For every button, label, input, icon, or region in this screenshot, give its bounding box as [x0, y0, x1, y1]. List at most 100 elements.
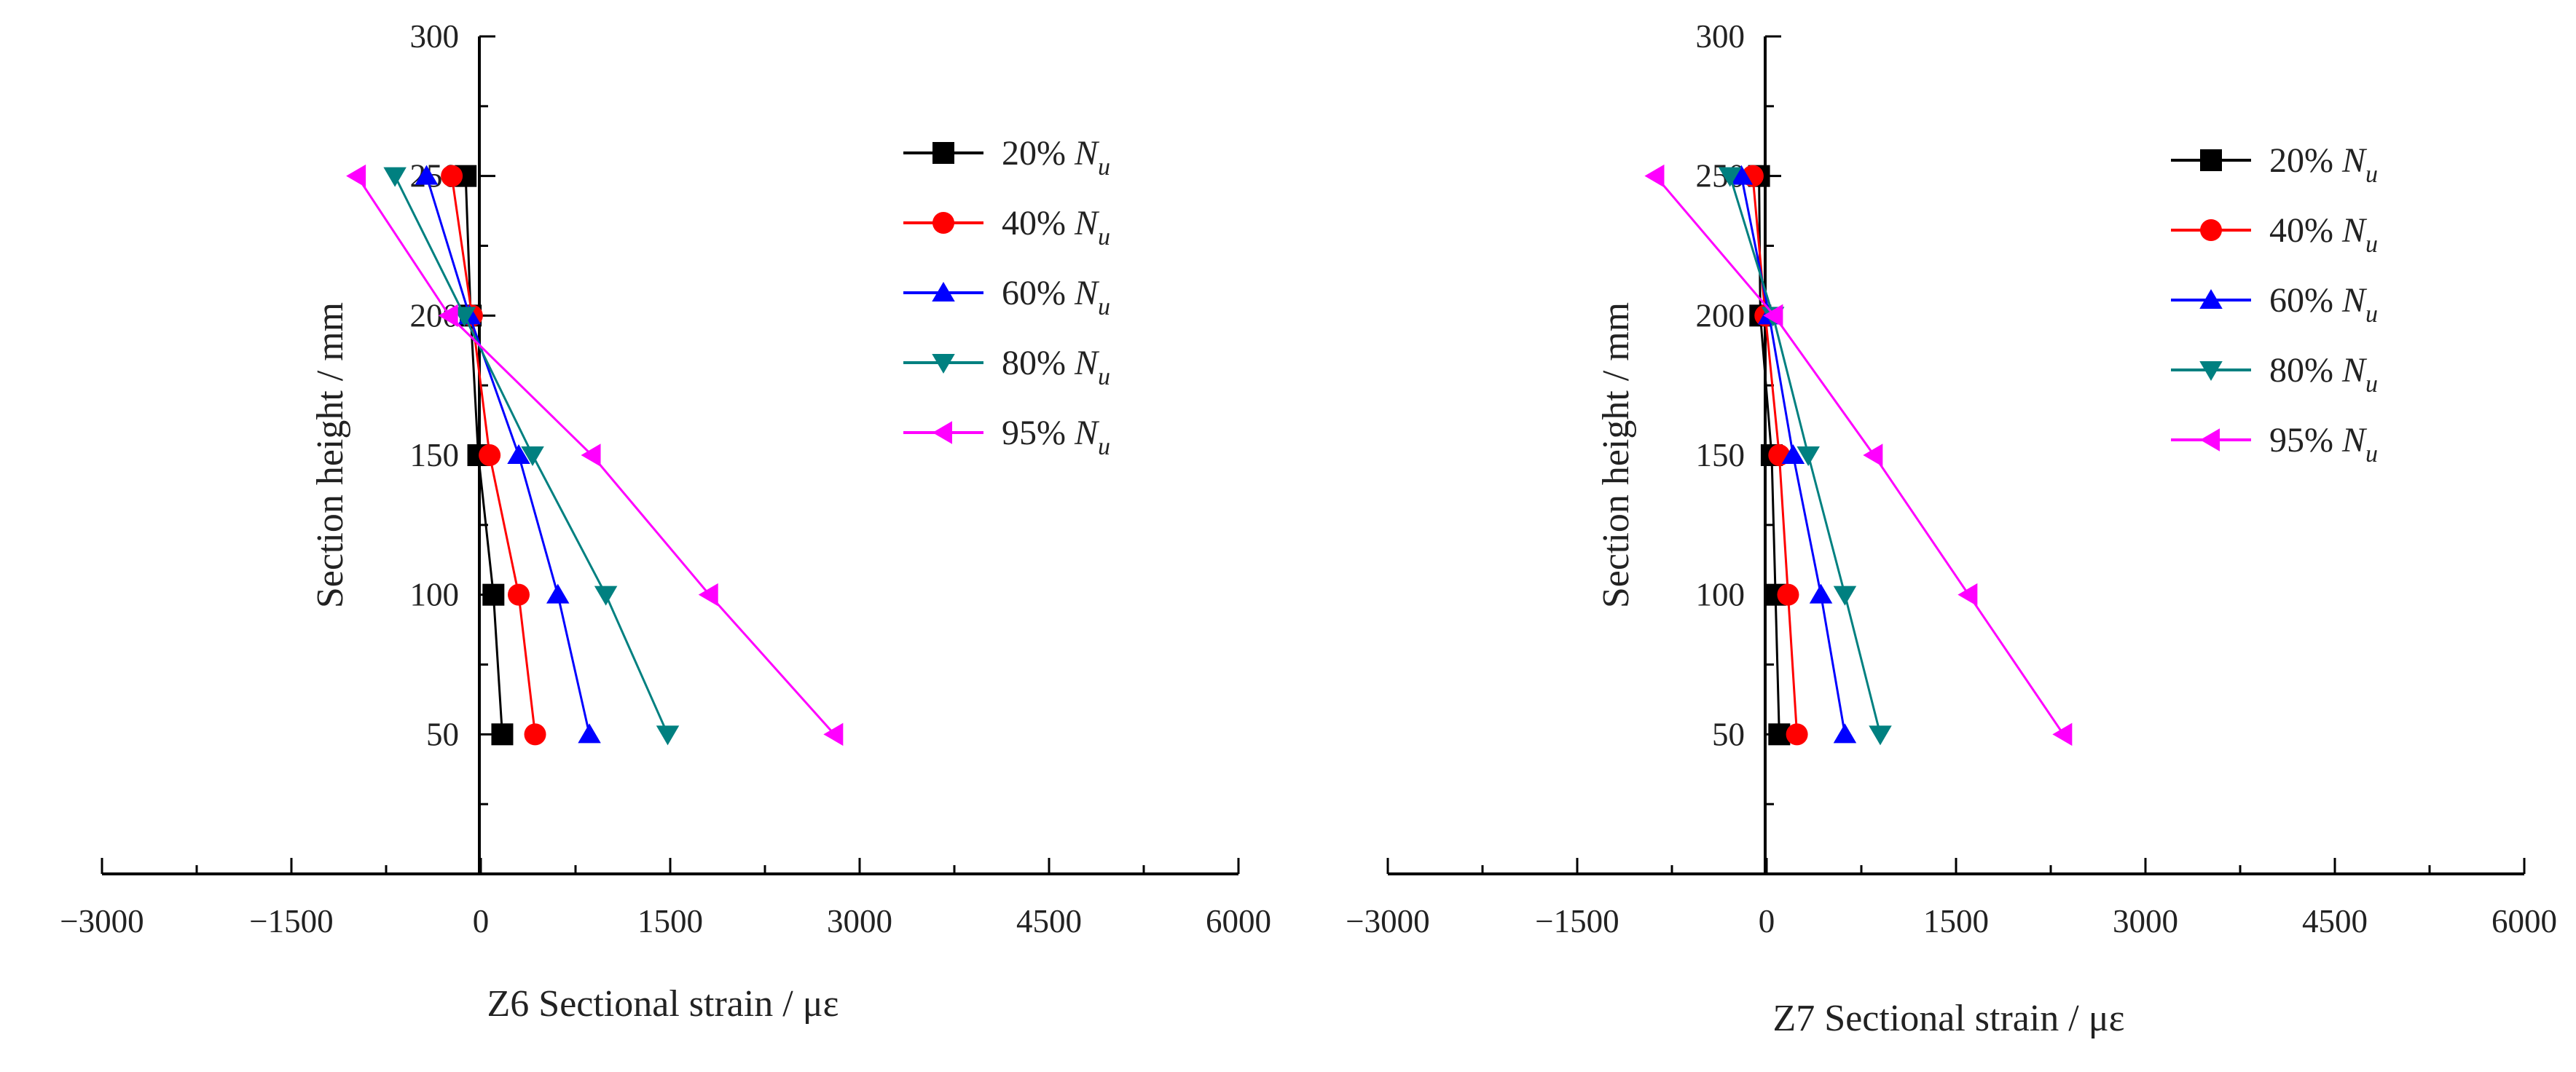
chart-2-series-5-point — [1763, 304, 1783, 328]
chart-1-legend-item: 60% Nu — [903, 274, 1110, 320]
chart-1-legend-label-symbol: N — [1074, 274, 1100, 312]
chart-1-y-tick-label: 300 — [410, 18, 460, 55]
chart-1-legend-label-subscript: u — [1098, 433, 1110, 460]
chart-1-series-5-point — [823, 722, 844, 746]
chart-1-series-1-point — [491, 723, 514, 746]
chart-2-legend-label-percent: 60% — [2269, 281, 2342, 320]
chart-2-legend-label-subscript: u — [2365, 301, 2378, 328]
chart-2-legend-swatch-marker — [2200, 219, 2222, 241]
chart-1-series-4-point — [383, 167, 407, 187]
chart-1-series-4-point — [656, 725, 680, 746]
chart-1-legend-label-percent: 95% — [1002, 414, 1075, 452]
chart-2-legend-label: 60% Nu — [2269, 281, 2378, 328]
chart-1-legend-item: 95% Nu — [903, 414, 1110, 460]
chart-1-series-5-point — [698, 583, 718, 607]
chart-2-y-tick-label: 100 — [1696, 577, 1746, 613]
chart-2-series-5-point — [1957, 583, 1978, 607]
chart-1-series-2-point — [441, 165, 463, 187]
chart-2-y-tick-label: 200 — [1696, 297, 1746, 334]
chart-1-series-3-point — [415, 165, 439, 185]
chart-1-series-4 — [383, 167, 680, 746]
chart-2-legend-label-subscript: u — [2365, 231, 2378, 258]
chart-1-x-tick-label: 0 — [473, 903, 490, 939]
chart-1-legend-label-percent: 80% — [1002, 344, 1075, 382]
chart-1-legend-label-symbol: N — [1074, 134, 1100, 173]
chart-1-x-tick-label: 4500 — [1016, 903, 1082, 939]
chart-2-x-tick-label: −1500 — [1535, 903, 1619, 939]
chart-1-legend-label: 95% Nu — [1002, 414, 1110, 460]
chart-2-legend-label-subscript: u — [2365, 441, 2378, 468]
chart-2-legend-label-symbol: N — [2341, 211, 2368, 250]
chart-1-series-4-point — [521, 446, 544, 466]
chart-1-x-tick-label: −1500 — [249, 903, 333, 939]
chart-1-series-5-point — [581, 444, 601, 467]
chart-1-series-2-point — [524, 723, 546, 746]
chart-2-series-3 — [1729, 165, 1857, 744]
chart-1-legend-label-subscript: u — [1098, 363, 1110, 390]
chart-1-legend-swatch-marker — [932, 212, 954, 234]
chart-1-series-5 — [346, 164, 844, 746]
chart-1-legend-label: 80% Nu — [1002, 344, 1110, 390]
chart-2-series-4-point — [1833, 586, 1857, 606]
chart-1-legend-swatch-marker — [932, 282, 955, 302]
chart-2-legend-label-percent: 20% — [2269, 141, 2342, 180]
chart-2-series-3-point — [1809, 583, 1833, 604]
chart-2-series-4-point — [1869, 725, 1892, 746]
chart-2-legend-label-symbol: N — [2341, 421, 2368, 460]
chart-2-legend-label-symbol: N — [2341, 281, 2368, 320]
chart-1-legend-label: 60% Nu — [1002, 274, 1110, 320]
chart-2-legend-item: 20% Nu — [2171, 141, 2378, 188]
chart-2-legend-item: 95% Nu — [2171, 421, 2378, 468]
chart-1-legend-label-symbol: N — [1074, 344, 1100, 382]
chart-1-legend-swatch-marker — [932, 421, 952, 444]
chart-1-series-4-point — [452, 307, 476, 327]
chart-2-legend-label-percent: 95% — [2269, 421, 2342, 460]
chart-2-legend-item: 60% Nu — [2171, 281, 2378, 328]
chart-2-series-3-point — [1729, 165, 1754, 185]
chart-1-legend-label-percent: 20% — [1002, 134, 1075, 173]
chart-2-y-tick-label: 300 — [1696, 18, 1746, 55]
chart-2-x-tick-label: 4500 — [2302, 903, 2368, 939]
chart-2-x-tick-label: 1500 — [1923, 903, 1989, 939]
chart-1-series-2-point — [479, 444, 501, 466]
chart-1-series-2-point — [508, 583, 530, 606]
chart-2-legend-label: 40% Nu — [2269, 211, 2378, 258]
chart-2-legend-item: 80% Nu — [2171, 351, 2378, 398]
chart-1-series-3-point — [546, 583, 570, 604]
chart-2-series-2-point — [1777, 583, 1799, 606]
chart-2-series-5 — [1644, 164, 2073, 746]
chart-2-legend-label: 80% Nu — [2269, 351, 2378, 398]
chart-2-x-axis-title: Z7 Sectional strain / με — [1773, 998, 2125, 1039]
chart-2-legend-item: 40% Nu — [2171, 211, 2378, 258]
chart-2-x-tick-label: 0 — [1759, 903, 1775, 939]
chart-2-x-tick-label: 6000 — [2491, 903, 2557, 939]
chart-2-y-tick-label: 150 — [1696, 437, 1746, 473]
chart-1-legend-label: 20% Nu — [1002, 134, 1110, 181]
chart-2-series-4-point — [1796, 446, 1820, 466]
chart-1-legend-label-subscript: u — [1098, 224, 1110, 251]
chart-2-legend-swatch-marker — [2200, 149, 2222, 171]
chart-1-y-tick-label: 150 — [410, 437, 460, 473]
chart-2-legend-swatch-marker — [2200, 428, 2220, 452]
chart-1-legend-item: 40% Nu — [903, 204, 1110, 251]
chart-1-y-tick-label: 50 — [426, 716, 459, 752]
chart-2-y-axis-title: Section height / mm — [1595, 302, 1637, 608]
chart-2-legend-swatch-marker — [2199, 361, 2223, 381]
chart-1-legend-item: 80% Nu — [903, 344, 1110, 390]
chart-1-x-tick-label: 6000 — [1206, 903, 1271, 939]
chart-1-x-tick-label: 1500 — [637, 903, 703, 939]
chart-1-legend-swatch-marker — [932, 354, 955, 374]
chart-2-series-5-point — [1644, 164, 1665, 188]
chart-2-series-5-point — [1863, 444, 1883, 467]
chart-1-legend-label-percent: 60% — [1002, 274, 1075, 312]
chart-1-series-1-point — [482, 583, 505, 606]
chart-2-legend-label: 20% Nu — [2269, 141, 2378, 188]
chart-1-x-axis-title: Z6 Sectional strain / με — [487, 983, 839, 1025]
chart-1-series-5-point — [346, 164, 366, 188]
chart-2-legend-label-subscript: u — [2365, 161, 2378, 188]
chart-1-legend-label: 40% Nu — [1002, 204, 1110, 251]
chart-2-series-4-point — [1718, 167, 1742, 187]
chart-2-legend-label-symbol: N — [2341, 141, 2368, 180]
